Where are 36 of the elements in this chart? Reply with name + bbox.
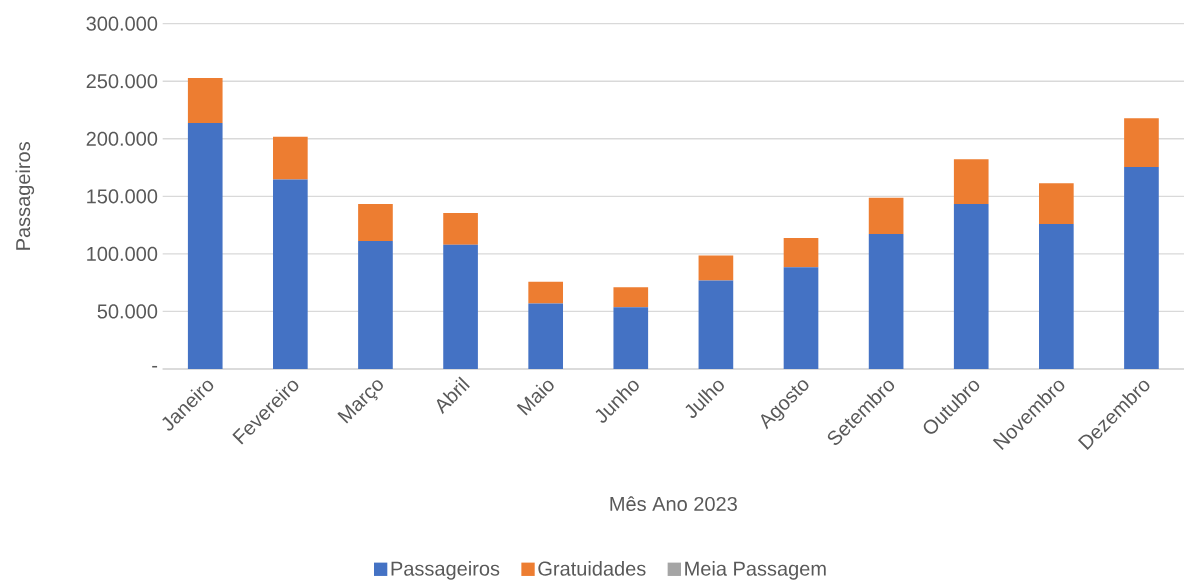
legend-label: Gratuidades [538,561,646,576]
bar [783,238,819,268]
bar [698,255,734,281]
bar [1039,183,1074,224]
x-axis-title: Mês Ano 2023 [610,496,737,512]
y-tick-label: 250.000 [86,74,158,89]
y-tick-label: 300.000 [86,16,158,31]
bar [358,203,393,241]
bar [868,197,904,234]
y-tick-label: 100.000 [87,246,158,261]
bar [783,267,819,369]
bar [698,280,734,369]
bar [953,204,989,369]
bar [273,136,308,180]
bar [1124,118,1159,168]
bar [443,244,478,369]
legend-label: Passageiros [391,561,500,580]
y-tick-label: 50.000 [97,304,158,319]
bar [358,240,393,369]
y-tick-label: - [152,365,158,368]
bar [1124,167,1159,369]
bar [528,281,564,304]
y-tick-label: 150.000 [87,189,158,204]
bar [528,303,564,369]
bar [613,287,649,308]
bar [187,77,223,123]
y-axis-title: Passageiros [15,142,35,250]
y-tick-label: 200.000 [86,131,158,146]
bar [868,233,904,369]
legend-label: Meia Passagem [685,561,826,580]
bar [953,159,989,205]
bar [443,212,478,245]
bar [1039,223,1074,369]
bar [613,307,649,369]
bar [187,123,223,369]
bar [273,179,308,369]
